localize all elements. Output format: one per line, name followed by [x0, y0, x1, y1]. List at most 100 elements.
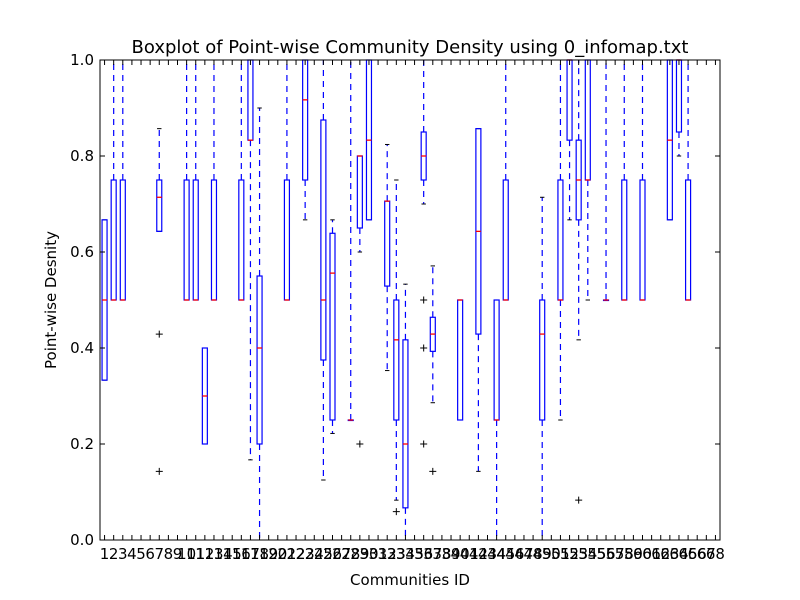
x-tick-label: 6 — [145, 545, 155, 563]
box-53 — [575, 59, 583, 504]
plot-frame — [99, 59, 721, 541]
x-tick-label: 45 — [496, 545, 515, 563]
x-tick-label: 63 — [660, 545, 679, 563]
x-tick-label: 37 — [423, 545, 442, 563]
x-tick-label: 17 — [241, 545, 260, 563]
box-42 — [475, 128, 482, 472]
flier-marker — [420, 296, 428, 304]
flier-marker — [155, 330, 163, 338]
x-tick-label: 49 — [533, 545, 552, 563]
x-tick-label: 11 — [186, 545, 205, 563]
x-tick-label: 65 — [679, 545, 698, 563]
box-26 — [329, 219, 336, 434]
x-tick-label: 24 — [305, 545, 324, 563]
x-tick-label: 61 — [642, 545, 661, 563]
x-tick-label: 67 — [697, 545, 716, 563]
x-tick-label: 46 — [505, 545, 524, 563]
flier-marker — [420, 344, 428, 352]
box-iqr — [539, 299, 546, 421]
y-tick-label: 0.0 — [70, 531, 94, 549]
x-tick-label: 33 — [387, 545, 406, 563]
x-tick-label: 48 — [524, 545, 543, 563]
x-tick-label: 60 — [633, 545, 652, 563]
box-iqr — [329, 232, 336, 421]
x-tick-label: 64 — [669, 545, 688, 563]
flier-marker — [392, 508, 400, 516]
x-tick-label: 57 — [606, 545, 625, 563]
x-tick-label: 36 — [414, 545, 433, 563]
x-tick-label: 28 — [341, 545, 360, 563]
x-tick-label: 42 — [469, 545, 488, 563]
y-tick-label: 0.2 — [70, 435, 94, 453]
x-tick-label: 52 — [560, 545, 579, 563]
y-tick-label: 0.4 — [70, 339, 94, 357]
x-tick-label: 39 — [441, 545, 460, 563]
x-tick-label: 5 — [136, 545, 146, 563]
axes: 0.00.20.40.60.81.01 2 3 4 5 6 7 8 91011121314151… — [70, 51, 725, 563]
x-tick-label: 3 — [118, 545, 128, 563]
x-tick-label: 12 — [195, 545, 214, 563]
x-tick-label: 7 — [154, 545, 164, 563]
x-tick-label: 58 — [615, 545, 634, 563]
x-tick-label: 2 — [109, 545, 119, 563]
flier-marker — [356, 440, 364, 448]
x-tick-label: 50 — [542, 545, 561, 563]
x-tick-label: 18 — [250, 545, 269, 563]
y-tick-label: 0.8 — [70, 147, 94, 165]
box-iqr — [402, 339, 409, 509]
x-tick-label: 25 — [314, 545, 333, 563]
x-tick-label: 22 — [286, 545, 305, 563]
x-tick-label: 9 — [173, 545, 183, 563]
box-1 — [101, 219, 108, 381]
box-34 — [402, 283, 409, 541]
x-tick-label: 66 — [688, 545, 707, 563]
box-iqr — [320, 119, 327, 361]
x-tick-label: 8 — [164, 545, 174, 563]
x-tick-label: 10 — [177, 545, 196, 563]
box-33 — [392, 179, 400, 516]
box-18 — [256, 107, 263, 541]
x-tick-label: 4 — [127, 545, 137, 563]
y-tick-label: 1.0 — [70, 51, 94, 69]
x-tick-label: 20 — [268, 545, 287, 563]
x-tick-label: 54 — [578, 545, 597, 563]
flier-marker — [575, 496, 583, 504]
y-tick-label: 0.6 — [70, 243, 94, 261]
box-7 — [155, 128, 163, 475]
box-40 — [457, 299, 464, 421]
x-tick-label: 14 — [214, 545, 233, 563]
x-tick-label: 13 — [204, 545, 223, 563]
box-iqr — [393, 299, 400, 421]
box-29 — [356, 155, 364, 448]
flier-marker — [429, 467, 437, 475]
x-tick-label: 34 — [396, 545, 415, 563]
x-tick-label: 44 — [487, 545, 506, 563]
x-tick-label: 32 — [378, 545, 397, 563]
x-tick-label: 43 — [478, 545, 497, 563]
plot-area — [101, 59, 692, 541]
x-tick-label: 26 — [323, 545, 342, 563]
x-tick-label: 21 — [277, 545, 296, 563]
x-tick-label: 55 — [587, 545, 606, 563]
x-tick-label: 16 — [232, 545, 251, 563]
box-12 — [201, 347, 208, 445]
x-tick-label: 47 — [514, 545, 533, 563]
box-iqr — [156, 179, 163, 232]
box-32 — [384, 143, 391, 372]
x-axis-label: Communities ID — [350, 571, 470, 589]
x-tick-label: 15 — [223, 545, 242, 563]
x-tick-label: 68 — [706, 545, 725, 563]
x-tick-label: 30 — [359, 545, 378, 563]
x-tick-label: 40 — [451, 545, 470, 563]
x-tick-label: 19 — [259, 545, 278, 563]
chart-title: Boxplot of Point-wise Community Density … — [132, 37, 689, 58]
x-tick-label: 1 — [100, 545, 110, 563]
x-tick-label: 53 — [569, 545, 588, 563]
x-tick-label: 38 — [432, 545, 451, 563]
x-tick-label: 62 — [651, 545, 670, 563]
box-37 — [429, 265, 437, 475]
x-tick-label: 51 — [551, 545, 570, 563]
x-tick-label: 59 — [624, 545, 643, 563]
x-tick-label: 31 — [369, 545, 388, 563]
